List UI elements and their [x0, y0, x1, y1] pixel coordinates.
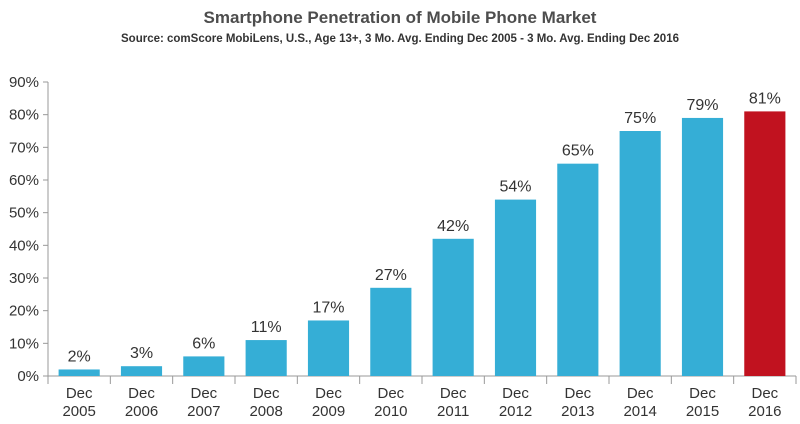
y-tick-label: 40% [9, 237, 39, 254]
x-tick-label: 2007 [187, 403, 220, 420]
x-tick-label: 2011 [437, 403, 469, 420]
x-tick-label: Dec [689, 385, 716, 402]
data-label: 3% [130, 345, 153, 362]
bar [681, 117, 724, 376]
bar [58, 369, 100, 376]
x-tick-label: 2008 [249, 403, 282, 420]
bar [619, 131, 661, 376]
data-label: 81% [749, 90, 781, 107]
x-tick-label: 2015 [686, 403, 719, 420]
y-tick-label: 90% [9, 74, 39, 91]
bar [432, 238, 474, 376]
bar [494, 199, 537, 376]
x-tick-label: Dec [627, 385, 654, 402]
y-tick-label: 20% [9, 303, 39, 320]
x-tick-label: 2016 [748, 403, 781, 420]
x-tick-label: 2013 [561, 403, 594, 420]
bar [183, 356, 225, 376]
data-label: 27% [375, 267, 407, 284]
bar [120, 366, 163, 376]
bar [370, 287, 412, 376]
x-tick-label: 2010 [374, 403, 407, 420]
y-tick-label: 80% [9, 107, 39, 124]
x-tick-label: Dec [440, 385, 467, 402]
x-tick-label: Dec [751, 385, 778, 402]
x-tick-label: 2006 [125, 403, 158, 420]
y-tick-label: 70% [9, 139, 39, 156]
y-tick-label: 0% [17, 368, 39, 385]
x-tick-label: Dec [315, 385, 342, 402]
x-tick-label: Dec [66, 385, 93, 402]
bar [245, 340, 287, 376]
y-tick-label: 30% [9, 270, 39, 287]
x-tick-label: Dec [377, 385, 404, 402]
data-label: 2% [68, 348, 91, 365]
y-tick-label: 10% [9, 335, 39, 352]
x-tick-label: Dec [253, 385, 280, 402]
data-label: 17% [312, 299, 344, 316]
data-label: 11% [251, 319, 282, 336]
x-tick-label: Dec [502, 385, 529, 402]
data-label: 75% [624, 110, 656, 127]
y-tick-label: 60% [9, 172, 39, 189]
data-label: 42% [437, 218, 469, 235]
data-label: 6% [192, 335, 215, 352]
data-label: 54% [499, 179, 531, 196]
x-tick-label: 2012 [499, 403, 532, 420]
chart-title: Smartphone Penetration of Mobile Phone M… [203, 8, 597, 27]
x-tick-label: Dec [128, 385, 155, 402]
x-tick-label: 2009 [312, 403, 345, 420]
data-label: 79% [686, 97, 718, 114]
x-tick-label: 2005 [62, 403, 95, 420]
data-label: 65% [562, 143, 594, 160]
bar [557, 163, 599, 376]
x-tick-label: Dec [190, 385, 217, 402]
x-tick-label: Dec [564, 385, 591, 402]
chart-subtitle: Source: comScore MobiLens, U.S., Age 13+… [121, 33, 679, 45]
y-tick-label: 50% [9, 205, 39, 222]
x-tick-label: 2014 [623, 403, 656, 420]
bar [744, 111, 786, 377]
bar [307, 320, 350, 376]
